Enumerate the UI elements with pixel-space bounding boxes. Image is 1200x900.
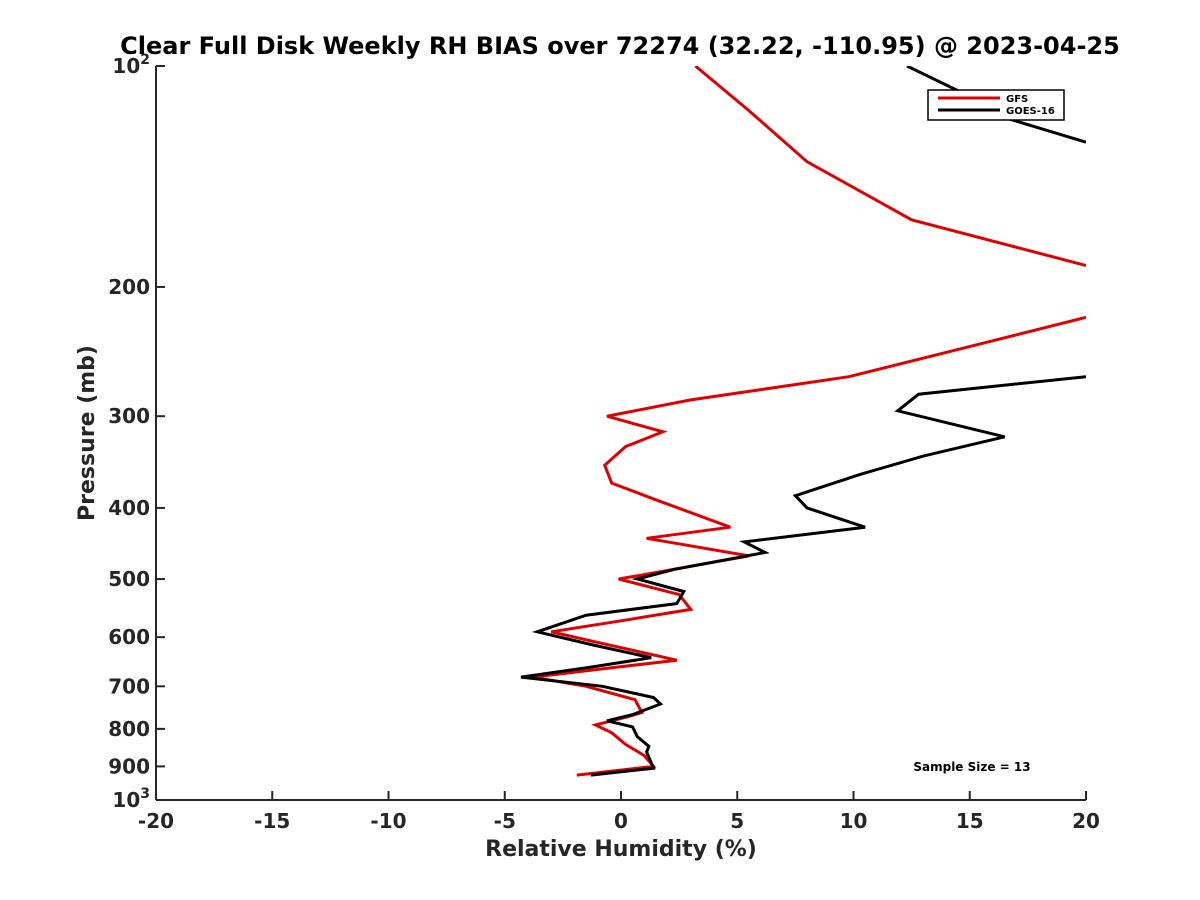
y-tick-label: 700 <box>108 674 150 698</box>
x-tick-label: 5 <box>730 809 744 833</box>
axes: -20 -15 -10 -5 0 5 10 15 20 102 200 300 400 500 600 700… <box>108 52 1100 833</box>
x-tick-label: -20 <box>138 809 174 833</box>
y-tick-label: 300 <box>108 404 150 428</box>
legend-box <box>927 89 1065 121</box>
y-axis-label: Pressure (mb) <box>75 345 100 521</box>
y-tick-label: 600 <box>108 625 150 649</box>
legend-entry-label: GFS <box>1006 94 1028 105</box>
series-line-gfs <box>532 66 1086 777</box>
x-tick-label: 20 <box>1072 809 1100 833</box>
legend-entry-label: GOES-16 <box>1006 106 1055 117</box>
y-tick-label: 400 <box>108 496 150 520</box>
chart-title: Clear Full Disk Weekly RH BIAS over 7227… <box>120 32 1120 60</box>
x-tick-label: 0 <box>614 809 628 833</box>
sample-size-annotation: Sample Size = 13 <box>913 760 1030 774</box>
x-tick-label: 10 <box>840 809 868 833</box>
x-axis-label: Relative Humidity (%) <box>485 837 757 862</box>
x-tick-label: -15 <box>254 809 290 833</box>
y-tick-label: 103 <box>112 786 150 812</box>
x-tick-label: -10 <box>370 809 406 833</box>
x-tick-label: -5 <box>494 809 516 833</box>
y-tick-label: 800 <box>108 717 150 741</box>
y-tick-label: 900 <box>108 754 150 778</box>
y-tick-label: 500 <box>108 567 150 591</box>
y-tick-label: 200 <box>108 275 150 299</box>
x-tick-label: 15 <box>956 809 984 833</box>
y-tick-label: 102 <box>112 52 150 78</box>
series-layer <box>520 66 1086 777</box>
